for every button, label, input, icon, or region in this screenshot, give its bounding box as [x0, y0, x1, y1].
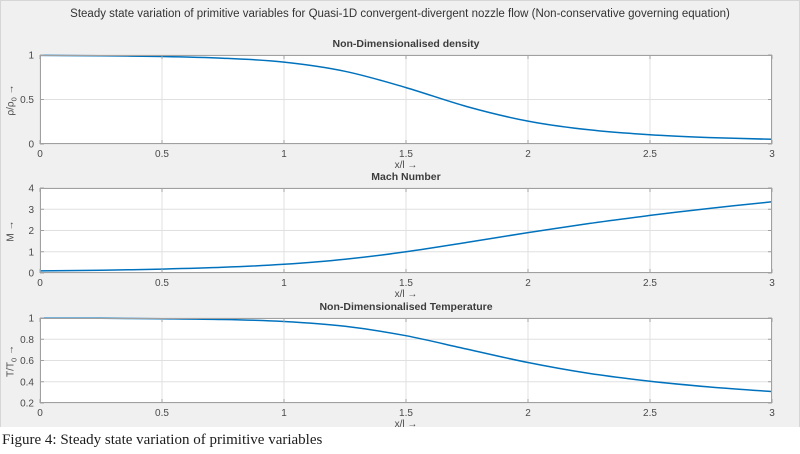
svg-text:0: 0: [37, 278, 43, 289]
svg-text:0.6: 0.6: [20, 356, 34, 367]
svg-text:2: 2: [525, 408, 531, 419]
svg-text:2: 2: [525, 278, 531, 289]
svg-text:2.5: 2.5: [643, 408, 657, 419]
svg-text:3: 3: [769, 408, 775, 419]
svg-text:3: 3: [769, 278, 775, 289]
svg-text:1.5: 1.5: [399, 149, 413, 160]
svg-text:2: 2: [28, 226, 34, 237]
svg-text:1: 1: [281, 408, 287, 419]
svg-text:0: 0: [37, 408, 43, 419]
svg-text:1: 1: [28, 51, 34, 62]
subplot-temperature: Non-Dimensionalised Temperature T/T0 → x…: [5, 301, 775, 429]
svg-text:0.8: 0.8: [20, 335, 34, 346]
subplot-mach: Mach Number M → x/l → 0 0.5 1 1.5 2 2.5 3 0 1 2 3 4: [5, 171, 775, 299]
svg-text:0.5: 0.5: [20, 95, 34, 106]
subplot-density-xlabel: x/l →: [394, 160, 418, 171]
svg-text:4: 4: [28, 184, 34, 195]
subplot-mach-ylabel: M →: [5, 219, 17, 242]
subplot-temperature-ylabel: T/T0 →: [5, 344, 19, 377]
svg-text:0.5: 0.5: [155, 149, 169, 160]
svg-text:2.5: 2.5: [643, 149, 657, 160]
svg-text:1.5: 1.5: [399, 278, 413, 289]
figure-title: Steady state variation of primitive vari…: [70, 8, 730, 20]
svg-text:0.5: 0.5: [155, 408, 169, 419]
svg-text:0.5: 0.5: [155, 278, 169, 289]
subplot-density-ylabel: ρ/ρ0 →: [5, 83, 19, 116]
svg-text:0.4: 0.4: [20, 377, 34, 388]
svg-text:1: 1: [28, 247, 34, 258]
plot-canvas: 0 0.5 1 1.5 2 2.5 3 0 0.5 1: [20, 51, 775, 161]
plot-canvas: 0 0.5 1 1.5 2 2.5 3 0.2 0.4 0.6 0.8 1: [20, 314, 775, 420]
subplot-mach-title: Mach Number: [371, 170, 441, 183]
subplot-density: Non-Dimensionalised density ρ/ρ0 → x/l →…: [5, 38, 775, 170]
svg-text:0: 0: [28, 269, 34, 280]
svg-text:2.5: 2.5: [643, 278, 657, 289]
svg-text:3: 3: [769, 149, 775, 160]
subplot-temperature-xlabel: x/l →: [394, 419, 418, 430]
subplot-temperature-title: Non-Dimensionalised Temperature: [319, 300, 493, 313]
svg-text:3: 3: [28, 205, 34, 216]
svg-text:1: 1: [281, 149, 287, 160]
svg-text:2: 2: [525, 149, 531, 160]
subplot-mach-xlabel: x/l →: [394, 289, 418, 300]
svg-text:1: 1: [28, 314, 34, 325]
svg-text:1.5: 1.5: [399, 408, 413, 419]
svg-text:1: 1: [281, 278, 287, 289]
svg-text:0.2: 0.2: [20, 399, 34, 410]
svg-text:0: 0: [28, 140, 34, 151]
subplot-density-title: Non-Dimensionalised density: [332, 37, 480, 50]
figure-caption: Figure 4: Steady state variation of prim…: [0, 427, 800, 454]
plot-canvas: 0 0.5 1 1.5 2 2.5 3 0 1 2 3 4: [28, 184, 775, 290]
svg-text:0: 0: [37, 149, 43, 160]
